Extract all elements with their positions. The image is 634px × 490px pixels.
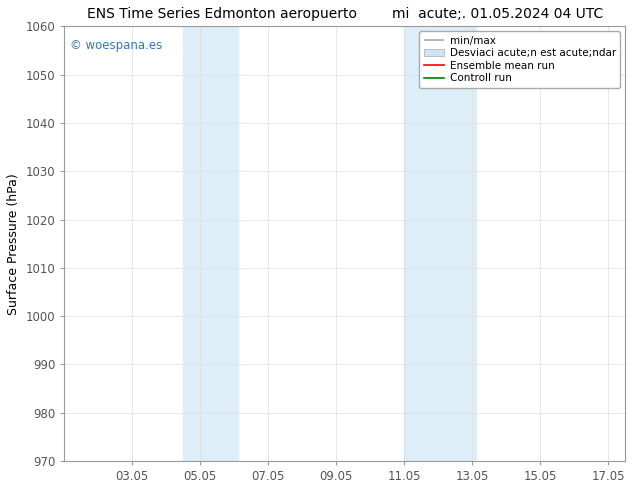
Bar — [404, 26, 476, 461]
Title: ENS Time Series Edmonton aeropuerto        mi  acute;. 01.05.2024 04 UTC: ENS Time Series Edmonton aeropuerto mi a… — [87, 7, 603, 21]
Y-axis label: Surface Pressure (hPa): Surface Pressure (hPa) — [7, 173, 20, 315]
Bar — [183, 26, 238, 461]
Legend: min/max, Desviaci acute;n est acute;ndar, Ensemble mean run, Controll run: min/max, Desviaci acute;n est acute;ndar… — [419, 31, 620, 88]
Text: © woespana.es: © woespana.es — [70, 39, 162, 52]
